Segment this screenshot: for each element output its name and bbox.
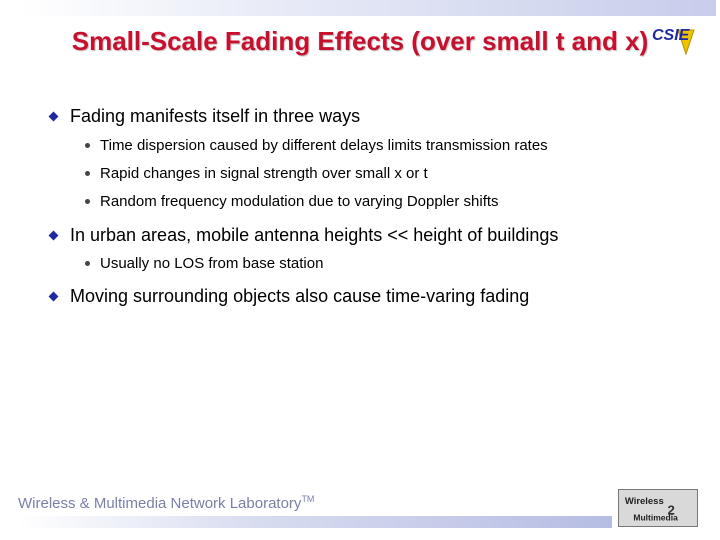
dot-bullet-icon: [85, 199, 90, 204]
wm-logo-text-2: Multimedia: [633, 512, 678, 522]
sub-bullet-1-2-text: Rapid changes in signal strength over sm…: [100, 165, 428, 182]
bullet-3: Moving surrounding objects also cause ti…: [48, 286, 530, 307]
dot-bullet-icon: [85, 171, 90, 176]
diamond-bullet-icon: [48, 230, 59, 241]
bullet-1: Fading manifests itself in three ways: [48, 106, 361, 127]
bullet-1-text: Fading manifests itself in three ways: [70, 106, 361, 126]
top-decorative-bar: [18, 0, 716, 16]
sub-bullet-1-1-text: Time dispersion caused by different dela…: [100, 137, 548, 154]
bullet-2-text: In urban areas, mobile antenna heights <…: [70, 225, 559, 245]
sub-bullet-2-1-text: Usually no LOS from base station: [100, 255, 324, 272]
footer-lab-name: Wireless & Multimedia Network Laboratory…: [18, 494, 314, 512]
bottom-decorative-bar: [18, 516, 612, 528]
wireless-multimedia-logo-icon: Wireless Multimedia 2: [618, 489, 698, 527]
bullet-3-text: Moving surrounding objects also cause ti…: [70, 286, 530, 306]
svg-text:2: 2: [667, 503, 674, 518]
sub-bullet-1-3-text: Random frequency modulation due to varyi…: [100, 193, 499, 210]
bullet-2: In urban areas, mobile antenna heights <…: [48, 225, 559, 246]
slide-title: Small-Scale Fading Effects (over small t…: [71, 26, 649, 56]
sub-bullet-1-1: Time dispersion caused by different dela…: [85, 137, 548, 154]
trademark-mark: TM: [301, 494, 315, 504]
csie-logo-text: CSIE: [652, 27, 691, 44]
dot-bullet-icon: [85, 143, 90, 148]
footer-lab-name-text: Wireless & Multimedia Network Laboratory: [18, 495, 302, 512]
diamond-bullet-icon: [48, 111, 59, 122]
diamond-bullet-icon: [48, 291, 59, 302]
sub-bullet-1-3: Random frequency modulation due to varyi…: [85, 193, 499, 210]
sub-bullet-1-2: Rapid changes in signal strength over sm…: [85, 165, 428, 182]
csie-logo-icon: CSIE: [652, 27, 695, 56]
wm-logo-text-1: Wireless: [625, 496, 664, 507]
sub-bullet-2-1: Usually no LOS from base station: [85, 255, 323, 272]
dot-bullet-icon: [85, 261, 90, 266]
